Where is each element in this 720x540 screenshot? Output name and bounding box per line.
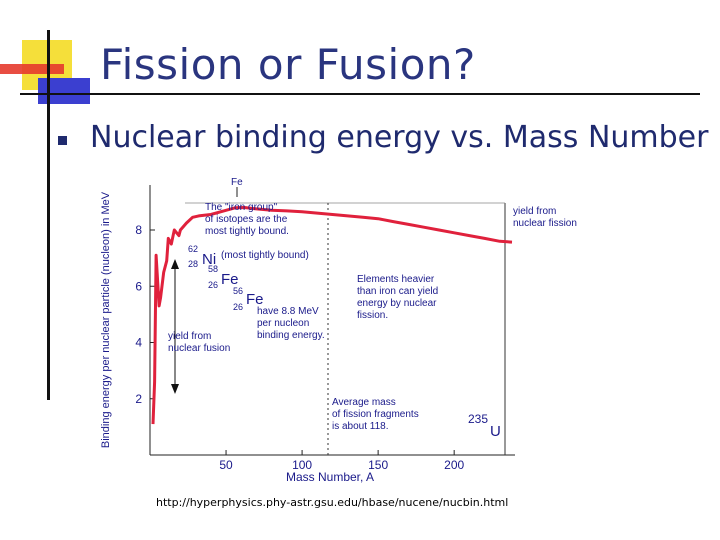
y-tick-label: 2 (135, 392, 142, 406)
slide-title: Fission or Fusion? (100, 40, 476, 89)
accent-square-blue (38, 78, 90, 104)
average-mass-line-2: of fission fragments (332, 409, 419, 420)
x-tick-label: 200 (444, 458, 464, 472)
heavier-line-4: fission. (357, 310, 388, 321)
iron-group-line-2: of isotopes are the (205, 214, 288, 225)
y-tick-label: 4 (135, 336, 142, 350)
x-axis-label: Mass Number, A (286, 470, 374, 484)
ni-mass-number: 62 (188, 244, 198, 254)
fe58-atomic-number: 26 (208, 280, 218, 290)
y-tick-label: 8 (135, 223, 142, 237)
fusion-arrow-head-up (171, 259, 179, 269)
fe56-note-line-3: binding energy. (257, 330, 325, 341)
fe56-atomic-number: 26 (233, 302, 243, 312)
x-tick-label: 50 (219, 458, 233, 472)
fe56-note-line-1: have 8.8 MeV (257, 306, 319, 317)
fe56-symbol: Fe (246, 291, 264, 308)
source-url: http://hyperphysics.phy-astr.gsu.edu/hba… (156, 496, 509, 509)
binding-energy-chart: 2 4 6 8 50 100 150 200 Binding energy per nucl… (100, 177, 577, 484)
fusion-yield-line-2: nuclear fusion (168, 343, 230, 354)
iron-group-line-3: most tightly bound. (205, 226, 289, 237)
accent-bar-red (0, 64, 64, 74)
x-ticks: 50 100 150 200 (219, 450, 464, 472)
ni-atomic-number: 28 (188, 259, 198, 269)
fe58-mass-number: 58 (208, 264, 218, 274)
accent-line-vertical (47, 30, 50, 400)
u-symbol: U (490, 423, 501, 440)
fusion-arrow-head-down (171, 384, 179, 394)
iron-group-line-1: The "iron group" (205, 202, 278, 213)
fe56-mass-number: 56 (233, 286, 243, 296)
fission-yield-line-1: yield from (513, 206, 556, 217)
fe-top-label: Fe (231, 177, 243, 188)
y-tick-label: 6 (135, 279, 142, 293)
fe58-symbol: Fe (221, 271, 239, 288)
u-mass-number: 235 (468, 412, 488, 426)
fission-yield-line-2: nuclear fission (513, 218, 577, 229)
heavier-line-2: than iron can yield (357, 286, 438, 297)
bullet-square-icon (58, 136, 67, 145)
x-tick-label: 150 (368, 458, 388, 472)
heavier-line-3: energy by nuclear (357, 298, 437, 309)
average-mass-line-3: is about 118. (332, 421, 389, 432)
fe56-note-line-2: per nucleon (257, 318, 309, 329)
annotations: Fe The "iron group" of isotopes are the … (168, 177, 577, 440)
fusion-yield-line-1: yield from (168, 331, 211, 342)
accent-line-horizontal (20, 93, 700, 95)
x-tick-label: 100 (292, 458, 312, 472)
average-mass-line-1: Average mass (332, 397, 396, 408)
y-ticks: 2 4 6 8 (135, 223, 155, 406)
binding-energy-curve (151, 206, 513, 425)
heavier-line-1: Elements heavier (357, 274, 435, 285)
y-axis-label: Binding energy per nuclear particle (nuc… (100, 191, 112, 448)
ni-note: (most tightly bound) (221, 250, 309, 261)
bullet-text: Nuclear binding energy vs. Mass Number (90, 120, 709, 155)
ni-symbol: Ni (202, 251, 216, 268)
